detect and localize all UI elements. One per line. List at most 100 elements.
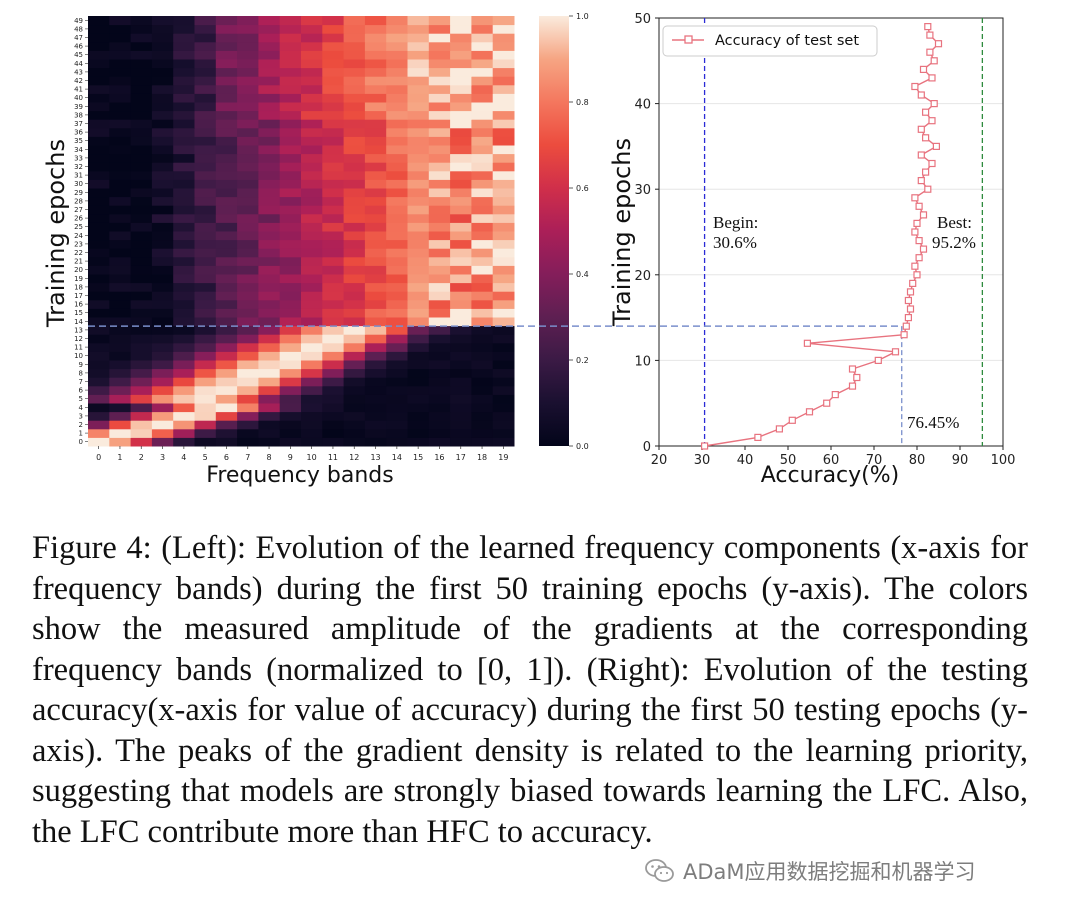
heatmap-cell (492, 282, 515, 292)
heatmap-cell (322, 334, 345, 344)
heatmap-cell (471, 231, 494, 241)
heatmap-x-tick-label: 3 (160, 453, 165, 462)
heatmap-cell (407, 213, 430, 223)
heatmap-cell (471, 282, 494, 292)
heatmap-cell (279, 162, 302, 172)
heatmap-y-label: Training epochs (42, 139, 70, 328)
accuracy-point (921, 168, 930, 176)
heatmap-cell (407, 428, 430, 438)
heatmap-cell (407, 274, 430, 284)
heatmap-cell (364, 377, 387, 387)
heatmap-cell (151, 67, 174, 77)
heatmap-cell (407, 308, 430, 318)
heatmap-cell (322, 179, 345, 189)
lineplot-y-tick-label: 0 (643, 440, 651, 455)
heatmap-cell (364, 33, 387, 43)
heatmap-cell (194, 231, 217, 241)
heatmap-cell (471, 437, 494, 447)
heatmap-cell (343, 291, 366, 301)
heatmap-cell (364, 291, 387, 301)
heatmap-cell (258, 84, 281, 94)
heatmap-cell (364, 24, 387, 34)
heatmap-cell (215, 67, 238, 77)
heatmap-cell (301, 317, 323, 327)
heatmap-cell (130, 179, 153, 189)
heatmap-cell (492, 248, 515, 258)
heatmap-cell (343, 282, 366, 292)
lineplot-frame (658, 17, 1004, 447)
heatmap-cell (194, 127, 217, 137)
heatmap-cell (428, 385, 451, 395)
heatmap-x-tick-label: 18 (477, 453, 487, 462)
heatmap-cell (109, 127, 132, 137)
heatmap-cell (258, 428, 281, 438)
heatmap-cell (88, 213, 110, 223)
heatmap-cell (386, 256, 408, 266)
heatmap-cell (492, 102, 515, 112)
caption-text: (Left): Evolution of the learned frequen… (32, 530, 1029, 850)
heatmap-cell (450, 420, 472, 430)
heatmap-cell (130, 265, 153, 275)
heatmap-cell (130, 377, 153, 387)
heatmap-cell (364, 342, 387, 352)
heatmap-cell (364, 428, 387, 438)
heatmap-cell (258, 360, 281, 370)
heatmap-cell (364, 179, 387, 189)
heatmap-cell (492, 274, 515, 284)
heatmap-cell (88, 127, 110, 137)
heatmap-cell (109, 420, 132, 430)
heatmap-cell (109, 205, 132, 215)
heatmap-x-tick-label: 12 (349, 453, 359, 462)
heatmap-cell (194, 351, 217, 361)
heatmap-cell (88, 368, 110, 378)
heatmap-cell (151, 145, 174, 155)
heatmap-cell (386, 188, 408, 198)
heatmap-cell (386, 248, 408, 258)
heatmap-cell (471, 136, 494, 146)
heatmap-cell (428, 239, 451, 249)
heatmap-cell (109, 222, 132, 232)
heatmap-cell (428, 170, 451, 180)
heatmap-cell (279, 67, 302, 77)
heatmap-cell (428, 394, 451, 404)
heatmap-cell (88, 265, 110, 275)
heatmap-cell (322, 110, 345, 120)
heatmap-cell (301, 67, 323, 77)
colorbar-tick-label: 0.2 (576, 356, 589, 365)
heatmap-cell (215, 76, 238, 86)
heatmap-cell (364, 385, 387, 395)
heatmap-cell (386, 265, 408, 275)
heatmap-y-tick-label: 37 (74, 120, 83, 128)
heatmap-x-tick-label: 14 (392, 453, 402, 462)
heatmap-cell (343, 231, 366, 241)
heatmap-y-tick-label: 29 (74, 189, 83, 197)
heatmap-cell (407, 50, 430, 60)
accuracy-point (930, 57, 938, 65)
heatmap-cell (450, 59, 472, 69)
heatmap-cell (237, 50, 259, 60)
heatmap-cell (215, 299, 238, 309)
heatmap-cell (151, 360, 174, 370)
heatmap-cell (450, 308, 472, 318)
heatmap-cell (130, 342, 153, 352)
heatmap-cell (471, 110, 494, 120)
heatmap-cell (492, 33, 515, 43)
heatmap-cell (492, 205, 515, 215)
heatmap-cell (194, 274, 217, 284)
heatmap-cell (279, 102, 302, 112)
heatmap-cell (130, 50, 153, 60)
heatmap-cell (492, 325, 515, 335)
heatmap-cell (215, 325, 238, 335)
heatmap-y-tick-label: 22 (74, 249, 83, 257)
heatmap-cell (343, 265, 366, 275)
heatmap-cell (279, 136, 302, 146)
heatmap-cell (88, 119, 110, 129)
heatmap-cell (322, 239, 345, 249)
heatmap-cell (343, 411, 366, 421)
heatmap-cell (343, 377, 366, 387)
heatmap-cell (279, 127, 302, 137)
heatmap-cell (151, 394, 174, 404)
heatmap-cell (386, 170, 408, 180)
heatmap-cell (407, 153, 430, 163)
